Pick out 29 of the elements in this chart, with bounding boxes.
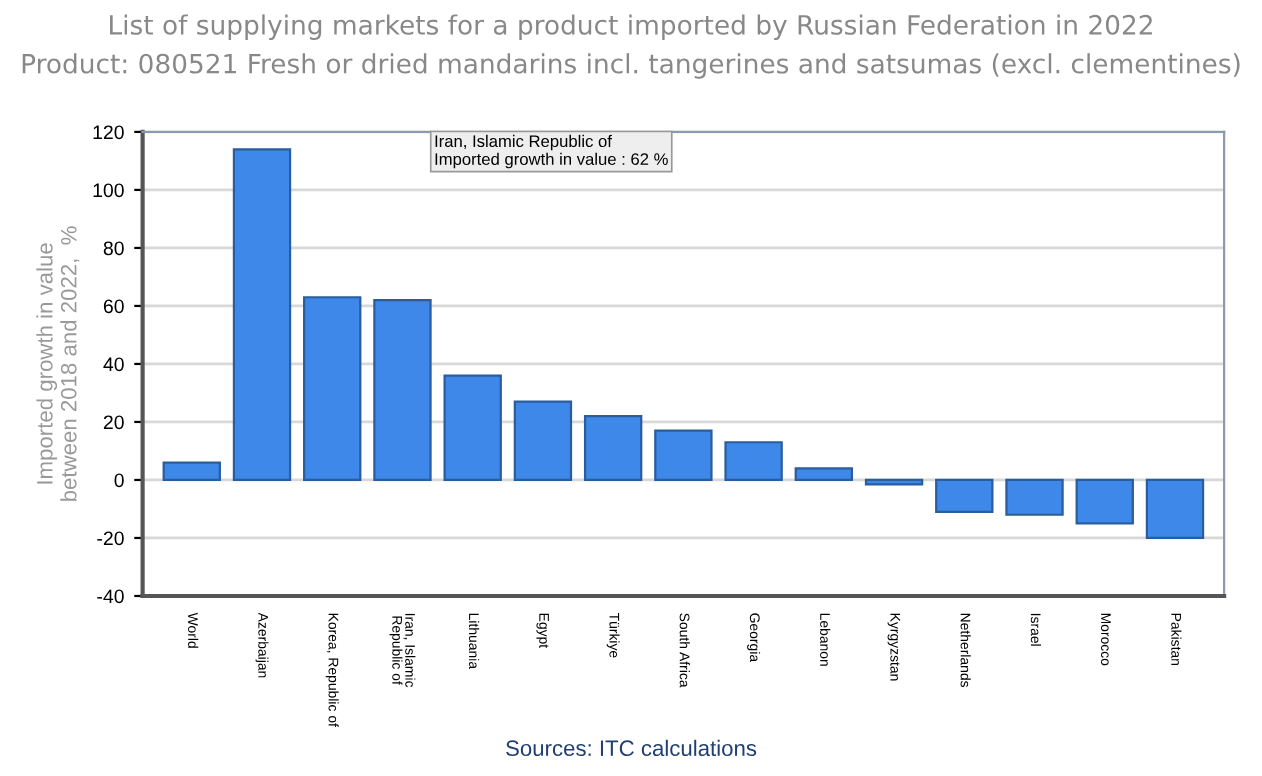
bar bbox=[1075, 478, 1134, 525]
y-tick-label: 60 bbox=[103, 299, 124, 314]
bar bbox=[513, 400, 573, 482]
bar bbox=[373, 299, 432, 482]
bar bbox=[654, 429, 713, 482]
bar bbox=[1005, 478, 1064, 516]
bar bbox=[443, 374, 502, 482]
y-tick-label: 0 bbox=[114, 473, 124, 488]
bar bbox=[303, 296, 362, 482]
annotation: Iran, Islamic Republic of Imported growth in value : 62 % bbox=[435, 134, 668, 169]
bar bbox=[583, 415, 643, 482]
source-note: Sources: ITC calculations bbox=[506, 739, 757, 757]
bar bbox=[724, 441, 783, 482]
chart-title: List of supplying markets for a product imported by Russian Federation in 2022 bbox=[110, 14, 1152, 40]
bar bbox=[232, 148, 292, 482]
y-tick-label: 20 bbox=[103, 415, 124, 430]
bar bbox=[1145, 478, 1205, 540]
bar bbox=[935, 478, 994, 513]
y-tick-label: -40 bbox=[97, 589, 124, 604]
chart-subtitle: Product: 080521 Fresh or dried mandarins incl. tangerines and satsumas (excl. clementines) bbox=[22, 53, 1240, 79]
y-tick-label: 40 bbox=[103, 357, 124, 372]
y-tick-label: 100 bbox=[93, 183, 124, 198]
bar bbox=[162, 461, 221, 482]
bar bbox=[864, 478, 924, 486]
y-tick-label: 120 bbox=[93, 125, 124, 140]
y-tick-label: 80 bbox=[103, 241, 124, 256]
bar bbox=[794, 467, 854, 482]
y-tick-label: -20 bbox=[97, 531, 124, 546]
y-axis-title: Imported growth in value between 2018 and 2022, % bbox=[36, 226, 80, 501]
